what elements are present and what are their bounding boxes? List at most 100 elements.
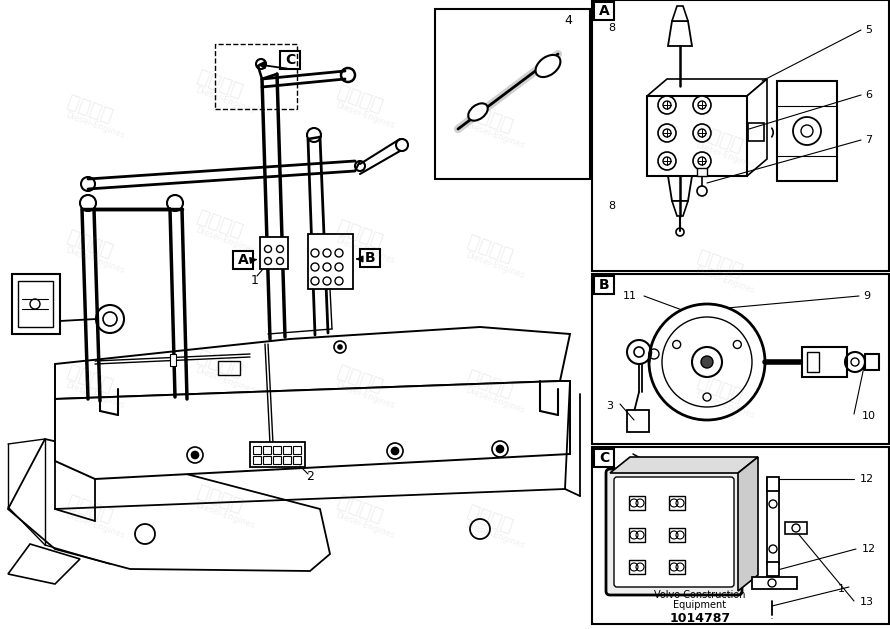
Text: Diesel-Engines: Diesel-Engines bbox=[194, 500, 256, 530]
Text: 9: 9 bbox=[863, 291, 870, 301]
Bar bbox=[594, 449, 614, 467]
Text: 3: 3 bbox=[606, 401, 613, 411]
Bar bbox=[629, 496, 645, 510]
Bar bbox=[785, 522, 807, 534]
Text: 11: 11 bbox=[623, 291, 637, 301]
Text: Diesel-Engines: Diesel-Engines bbox=[694, 140, 756, 170]
Text: 紫发动力: 紫发动力 bbox=[65, 362, 116, 396]
Text: A: A bbox=[238, 253, 248, 267]
Text: C: C bbox=[599, 451, 609, 465]
Bar bbox=[283, 456, 291, 464]
Bar bbox=[669, 528, 685, 542]
Bar bbox=[592, 447, 889, 624]
Text: Diesel-Engines: Diesel-Engines bbox=[464, 120, 526, 150]
Text: Diesel-Engines: Diesel-Engines bbox=[334, 100, 396, 130]
Text: Equipment: Equipment bbox=[674, 600, 726, 610]
Text: Diesel-Engines: Diesel-Engines bbox=[464, 250, 526, 280]
Text: Diesel-Engines: Diesel-Engines bbox=[694, 265, 756, 295]
Text: B: B bbox=[599, 278, 610, 292]
Bar bbox=[273, 446, 281, 454]
Text: 10: 10 bbox=[862, 411, 876, 421]
Text: Volvo Construction: Volvo Construction bbox=[654, 590, 746, 600]
Text: 紫发动力: 紫发动力 bbox=[195, 207, 246, 241]
Circle shape bbox=[693, 124, 711, 142]
Polygon shape bbox=[8, 439, 330, 571]
Text: 紫发动力: 紫发动力 bbox=[465, 502, 515, 536]
Bar bbox=[170, 354, 176, 366]
FancyBboxPatch shape bbox=[606, 469, 742, 595]
Text: Diesel-Engines: Diesel-Engines bbox=[334, 380, 396, 410]
Polygon shape bbox=[610, 457, 758, 473]
Polygon shape bbox=[747, 79, 767, 176]
Text: Diesel-Engines: Diesel-Engines bbox=[334, 510, 396, 540]
Text: 紫发动力: 紫发动力 bbox=[195, 347, 246, 381]
Bar bbox=[18, 281, 53, 327]
Text: 12: 12 bbox=[860, 474, 874, 484]
FancyBboxPatch shape bbox=[614, 477, 734, 587]
Circle shape bbox=[658, 152, 676, 170]
Text: Diesel-Engines: Diesel-Engines bbox=[64, 245, 125, 275]
Polygon shape bbox=[668, 176, 692, 201]
Polygon shape bbox=[55, 381, 570, 479]
Bar bbox=[233, 251, 253, 269]
Bar bbox=[777, 81, 837, 181]
Ellipse shape bbox=[536, 55, 561, 77]
Text: 1: 1 bbox=[837, 584, 845, 594]
Text: 紫发动力: 紫发动力 bbox=[335, 362, 385, 396]
Bar bbox=[308, 234, 353, 289]
Text: 紫发动力: 紫发动力 bbox=[465, 232, 515, 266]
Text: 1014787: 1014787 bbox=[669, 611, 731, 625]
Text: Diesel-Engines: Diesel-Engines bbox=[64, 380, 125, 410]
Bar bbox=[253, 446, 261, 454]
Bar bbox=[594, 2, 614, 20]
Bar bbox=[360, 249, 380, 267]
Text: 紫发动力: 紫发动力 bbox=[65, 92, 116, 126]
Text: C: C bbox=[285, 53, 295, 67]
Bar bbox=[807, 352, 819, 372]
Bar bbox=[802, 347, 847, 377]
Bar bbox=[752, 577, 797, 589]
Text: Diesel-Engines: Diesel-Engines bbox=[194, 85, 256, 115]
Text: 紫发动力: 紫发动力 bbox=[695, 372, 745, 406]
Polygon shape bbox=[738, 457, 758, 591]
Text: 紫发动力: 紫发动力 bbox=[695, 247, 745, 281]
Bar bbox=[293, 456, 301, 464]
Text: 6: 6 bbox=[865, 90, 872, 100]
Ellipse shape bbox=[468, 103, 488, 121]
Bar bbox=[627, 410, 649, 432]
Text: 紫发动力: 紫发动力 bbox=[335, 217, 385, 251]
Text: 7: 7 bbox=[865, 135, 872, 145]
Circle shape bbox=[392, 447, 399, 455]
Bar bbox=[250, 442, 305, 467]
Bar bbox=[253, 456, 261, 464]
Circle shape bbox=[497, 445, 504, 452]
Text: 紫发动力: 紫发动力 bbox=[465, 102, 515, 136]
Circle shape bbox=[693, 96, 711, 114]
Bar bbox=[260, 237, 288, 269]
Text: A: A bbox=[599, 4, 610, 18]
Circle shape bbox=[658, 124, 676, 142]
Bar bbox=[594, 276, 614, 294]
Circle shape bbox=[701, 356, 713, 368]
Bar bbox=[629, 528, 645, 542]
Text: 1: 1 bbox=[251, 274, 259, 287]
Polygon shape bbox=[8, 544, 80, 584]
Bar bbox=[647, 96, 747, 176]
Bar bbox=[592, 274, 889, 444]
Text: 12: 12 bbox=[862, 544, 876, 554]
Text: 紫发动力: 紫发动力 bbox=[335, 492, 385, 526]
Bar bbox=[629, 560, 645, 574]
Circle shape bbox=[658, 96, 676, 114]
Bar bbox=[697, 168, 707, 176]
Polygon shape bbox=[748, 123, 764, 141]
Text: Diesel-Engines: Diesel-Engines bbox=[334, 235, 396, 265]
Polygon shape bbox=[672, 6, 688, 21]
Text: Diesel-Engines: Diesel-Engines bbox=[464, 385, 526, 415]
Polygon shape bbox=[55, 327, 570, 399]
Bar bbox=[592, 0, 889, 271]
Text: 5: 5 bbox=[865, 25, 872, 35]
Bar bbox=[767, 477, 779, 491]
Polygon shape bbox=[672, 201, 688, 216]
Bar bbox=[669, 496, 685, 510]
Text: 13: 13 bbox=[860, 597, 874, 607]
